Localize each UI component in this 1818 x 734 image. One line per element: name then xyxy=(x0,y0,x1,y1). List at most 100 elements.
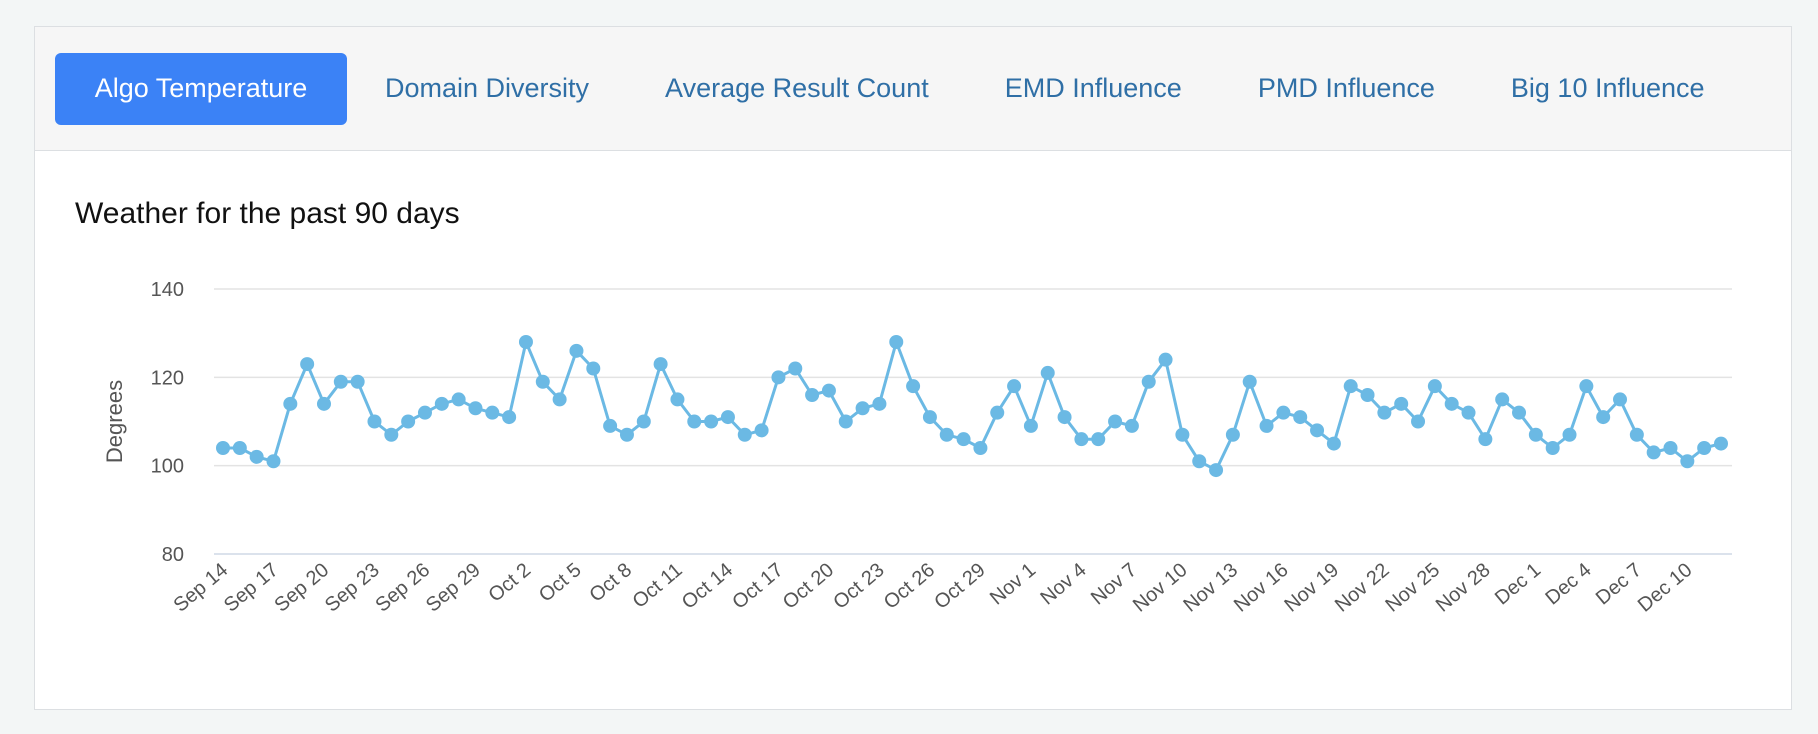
data-point xyxy=(1680,454,1695,469)
data-point xyxy=(1124,418,1139,433)
x-tick-label: Sep 29 xyxy=(422,559,485,617)
data-point xyxy=(956,432,971,447)
data-point xyxy=(417,405,432,420)
data-point xyxy=(973,441,988,455)
tab-algo-temperature[interactable]: Algo Temperature xyxy=(55,52,347,125)
x-tick-label: Oct 17 xyxy=(728,559,787,614)
data-point xyxy=(1108,414,1123,429)
data-point xyxy=(1242,374,1257,389)
data-point xyxy=(1276,405,1291,420)
data-point xyxy=(468,401,483,416)
data-point xyxy=(333,374,348,389)
tab-emd-influence[interactable]: EMD Influence xyxy=(1004,73,1182,103)
data-point xyxy=(1141,374,1156,389)
data-point xyxy=(1629,427,1644,442)
data-point xyxy=(518,335,533,349)
data-point xyxy=(1225,427,1240,442)
data-point xyxy=(720,410,735,425)
x-tick-label: Nov 28 xyxy=(1432,559,1495,617)
data-point xyxy=(754,423,769,438)
x-tick-label: Dec 10 xyxy=(1634,559,1697,617)
x-tick-label: Sep 23 xyxy=(321,559,384,617)
data-point xyxy=(1040,365,1055,380)
x-tick-label: Nov 1 xyxy=(986,559,1040,609)
tab-average-result-count[interactable]: Average Result Count xyxy=(665,73,929,103)
data-point xyxy=(502,410,517,425)
data-point xyxy=(535,374,550,389)
data-point xyxy=(1007,379,1022,394)
data-point xyxy=(906,379,921,394)
y-tick-label: 120 xyxy=(151,367,184,389)
data-point xyxy=(1579,379,1594,394)
data-point xyxy=(1023,418,1038,433)
data-point xyxy=(232,441,247,455)
data-point xyxy=(300,357,315,372)
data-point xyxy=(249,449,264,464)
data-point xyxy=(1663,441,1678,455)
data-point xyxy=(1512,405,1527,420)
data-point xyxy=(922,410,937,425)
data-point xyxy=(687,414,702,429)
data-point xyxy=(855,401,870,416)
data-point xyxy=(603,418,618,433)
data-point xyxy=(805,388,820,402)
data-point xyxy=(485,405,500,420)
chart-title: Weather for the past 90 days xyxy=(75,197,460,230)
data-point xyxy=(586,361,601,376)
data-point xyxy=(636,414,651,429)
data-point xyxy=(1310,423,1325,438)
chart-panel: Algo Temperature Domain Diversity Averag… xyxy=(34,26,1792,710)
data-point xyxy=(1057,410,1072,425)
data-point xyxy=(838,414,853,429)
x-tick-label: Sep 20 xyxy=(271,559,334,617)
y-tick-label: 140 xyxy=(151,279,184,301)
data-point xyxy=(1326,436,1341,451)
data-point xyxy=(367,414,382,429)
data-point xyxy=(1461,405,1476,420)
data-point xyxy=(1411,414,1426,429)
data-point xyxy=(1545,441,1560,455)
data-point xyxy=(1209,463,1224,478)
data-point xyxy=(569,343,584,358)
data-point xyxy=(1495,392,1510,407)
y-tick-label: 80 xyxy=(162,544,184,566)
data-point xyxy=(990,405,1005,420)
tab-pmd-influence[interactable]: PMD Influence xyxy=(1257,73,1435,103)
data-point xyxy=(1293,410,1308,425)
x-tick-label: Oct 14 xyxy=(678,559,737,614)
x-tick-label: Oct 11 xyxy=(629,559,687,613)
x-tick-label: Dec 1 xyxy=(1491,559,1545,609)
x-tick-label: Nov 16 xyxy=(1230,559,1293,617)
data-point xyxy=(1192,454,1207,469)
data-point xyxy=(872,396,887,411)
data-point xyxy=(1697,441,1712,455)
data-point xyxy=(1175,427,1190,442)
data-point xyxy=(316,396,331,411)
x-tick-label: Sep 17 xyxy=(220,559,283,617)
x-tick-label: Oct 23 xyxy=(829,559,888,614)
data-point xyxy=(704,414,719,429)
data-point xyxy=(1360,388,1375,402)
data-point xyxy=(266,454,281,469)
data-point xyxy=(1091,432,1106,447)
x-tick-label: Nov 19 xyxy=(1280,559,1343,617)
x-tick-label: Oct 2 xyxy=(484,559,535,607)
data-point xyxy=(283,396,298,411)
tab-domain-diversity[interactable]: Domain Diversity xyxy=(385,73,590,103)
x-tick-label: Oct 26 xyxy=(880,559,939,614)
x-tick-label: Nov 25 xyxy=(1381,559,1444,617)
data-point xyxy=(434,396,449,411)
data-point xyxy=(670,392,685,407)
x-tick-label: Nov 4 xyxy=(1036,559,1090,609)
y-axis-title: Degrees xyxy=(102,380,127,463)
data-point xyxy=(619,427,634,442)
x-tick-label: Oct 5 xyxy=(535,559,586,607)
data-point xyxy=(889,335,904,349)
data-point xyxy=(821,383,836,398)
data-point xyxy=(552,392,567,407)
data-point xyxy=(1259,418,1274,433)
y-tick-label: 100 xyxy=(151,456,184,478)
data-point xyxy=(1377,405,1392,420)
tab-big-10-influence[interactable]: Big 10 Influence xyxy=(1510,73,1705,103)
